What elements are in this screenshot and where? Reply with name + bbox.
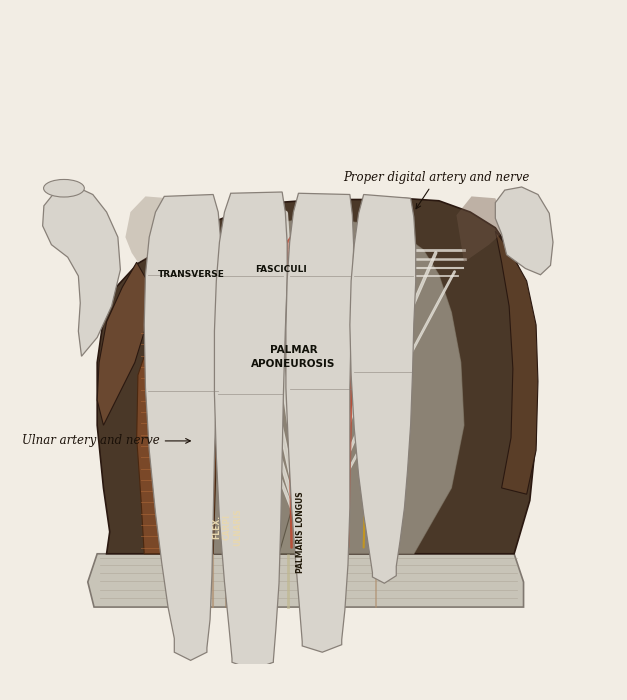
Ellipse shape [43, 179, 84, 197]
Polygon shape [88, 554, 524, 607]
Text: PALMARIS LONGUS: PALMARIS LONGUS [297, 491, 305, 573]
Text: TRANSVERSE: TRANSVERSE [158, 270, 224, 279]
Polygon shape [495, 231, 538, 494]
Text: FLEX.
CARPI
ULNARIS: FLEX. CARPI ULNARIS [213, 508, 243, 545]
Text: PALMAR: PALMAR [270, 345, 317, 355]
Polygon shape [97, 198, 536, 554]
Polygon shape [125, 197, 182, 262]
Polygon shape [97, 262, 147, 425]
Text: APONEUROSIS: APONEUROSIS [251, 359, 335, 369]
Polygon shape [350, 195, 416, 583]
Polygon shape [286, 193, 354, 652]
Text: Ulnar artery and nerve: Ulnar artery and nerve [22, 435, 191, 447]
Polygon shape [495, 187, 553, 275]
Polygon shape [456, 197, 508, 262]
Polygon shape [279, 400, 332, 554]
Polygon shape [43, 186, 120, 356]
Polygon shape [137, 328, 216, 554]
Text: FASCICULI: FASCICULI [255, 265, 307, 274]
Polygon shape [166, 220, 464, 554]
Polygon shape [214, 192, 287, 670]
Text: Proper digital artery and nerve: Proper digital artery and nerve [344, 171, 530, 209]
Polygon shape [144, 195, 221, 660]
